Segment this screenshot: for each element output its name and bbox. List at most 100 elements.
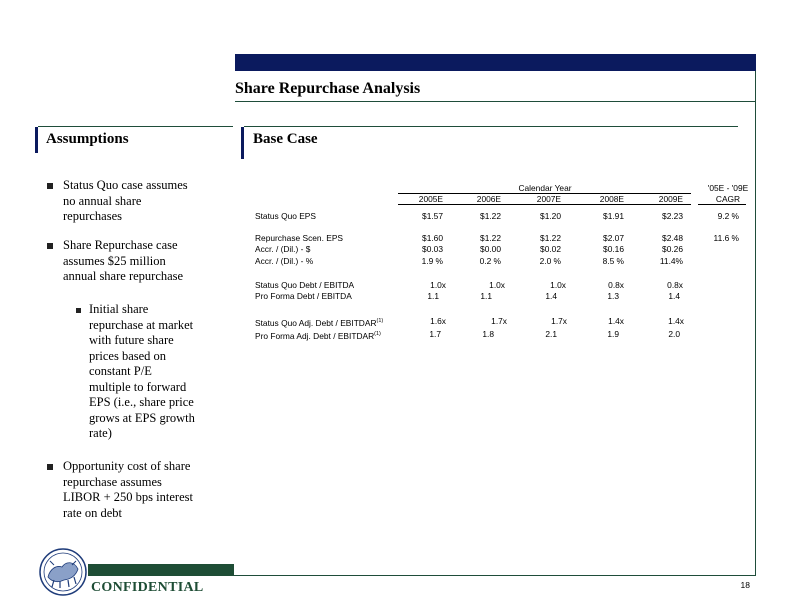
table-cell: $0.00: [480, 244, 501, 254]
header-bar: [235, 54, 756, 71]
assumption-bullet-line: assumes $25 million: [63, 253, 166, 268]
table-cell: $2.07: [603, 233, 624, 243]
row-label-text: Accr. / (Dil.) - %: [255, 256, 314, 266]
assumption-sub-bullet-line: repurchase at market: [89, 317, 194, 332]
assumptions-rule: [38, 126, 233, 127]
table-cell: 1.1: [427, 291, 439, 301]
title-underline: [235, 101, 755, 102]
table-cell: $2.48: [662, 233, 683, 243]
assumption-sub-bullet-line: rate): [89, 426, 112, 440]
assumptions-heading: Assumptions: [46, 131, 129, 147]
table-cell: 0.2 %: [479, 256, 501, 266]
table-row-label: Pro Forma Debt / EBITDA: [255, 291, 352, 301]
table-row-label: Accr. / (Dil.) - $: [255, 244, 310, 254]
table-cell: 1.0x: [489, 280, 505, 290]
assumption-bullet-line: Status Quo case assumes: [63, 178, 188, 192]
right-border-rule: [755, 71, 756, 575]
confidential-label: CONFIDENTIAL: [91, 580, 204, 595]
table-row-label: Status Quo Adj. Debt / EBITDAR(1): [255, 316, 383, 328]
table-row-label: Accr. / (Dil.) - %: [255, 256, 313, 266]
table-cell: 1.4: [668, 291, 680, 301]
cagr-cell: 11.6 %: [713, 233, 739, 243]
table-cell: $2.23: [662, 211, 683, 221]
years-underline: [398, 204, 691, 205]
assumptions-accent-bar: [35, 127, 38, 153]
assumption-bullet-line: LIBOR + 250 bps interest: [63, 490, 193, 504]
table-cell: 1.9: [607, 329, 619, 339]
table-cell: $1.22: [540, 233, 561, 243]
table-cell: 2.0: [668, 329, 680, 339]
table-row-label: Status Quo Debt / EBITDA: [255, 280, 354, 290]
bull-bear-logo-icon: [38, 547, 88, 597]
row-label-text: Status Quo Adj. Debt / EBITDAR: [255, 317, 377, 328]
base-case-accent-bar: [241, 127, 244, 159]
table-row-label: Status Quo EPS: [255, 211, 316, 221]
footnote-marker: (1): [374, 331, 381, 337]
table-cell: 1.1: [480, 291, 492, 301]
table-cell: $1.20: [540, 211, 561, 221]
table-cell: 2.0 %: [539, 256, 561, 266]
footnote-marker: (1): [376, 318, 384, 324]
table-cell: $0.02: [540, 244, 561, 254]
table-cell: 1.4: [545, 291, 557, 301]
base-case-heading: Base Case: [253, 131, 318, 147]
year-header: 2007E: [536, 194, 561, 204]
square-sub-bullet-icon: [76, 308, 81, 313]
assumption-bullet-line: rate on debt: [63, 505, 123, 520]
table-cell: 1.7x: [491, 316, 507, 326]
table-row-label: Repurchase Scen. EPS: [255, 233, 343, 243]
calendar-year-underline: [398, 193, 691, 194]
table-cell: 11.4%: [659, 256, 683, 266]
assumption-bullet-line: Share Repurchase case: [63, 238, 178, 252]
assumption-sub-bullet-line: multiple to forward: [89, 379, 187, 394]
page-title: Share Repurchase Analysis: [235, 80, 421, 97]
assumption-bullet-line: repurchases: [63, 209, 122, 223]
table-cell: 1.4x: [668, 316, 684, 326]
table-cell: 2.1: [545, 329, 557, 339]
cagr-label-1: '05E - '09E: [707, 183, 749, 193]
year-header: 2008E: [599, 194, 624, 204]
table-cell: 0.8x: [667, 280, 683, 290]
table-cell: $0.03: [422, 244, 443, 254]
square-bullet-icon: [47, 183, 53, 189]
bottom-border-rule: [234, 575, 756, 576]
table-cell: 1.8: [482, 329, 494, 339]
table-cell: 1.6x: [430, 316, 446, 326]
cagr-cell: 9.2 %: [717, 211, 739, 221]
table-cell: $0.26: [662, 244, 683, 254]
year-header: 2006E: [476, 194, 501, 204]
table-cell: $1.22: [480, 233, 501, 243]
assumption-sub-bullet-line: prices based on: [89, 348, 167, 363]
assumption-bullet-line: no annual share: [63, 193, 142, 208]
table-cell: 1.7x: [551, 316, 567, 326]
table-row-label: Pro Forma Adj. Debt / EBITDAR(1): [255, 329, 381, 341]
year-header: 2005E: [418, 194, 443, 204]
table-cell: $0.16: [603, 244, 624, 254]
table-cell: 1.0x: [430, 280, 446, 290]
table-cell: 1.7: [429, 329, 441, 339]
table-cell: 1.3: [607, 291, 619, 301]
footer-accent-block: [88, 564, 234, 576]
cagr-underline: [698, 204, 746, 205]
year-header: 2009E: [658, 194, 683, 204]
table-cell: $1.91: [603, 211, 624, 221]
table-cell: 8.5 %: [602, 256, 624, 266]
row-label-text: Status Quo EPS: [255, 211, 316, 221]
table-cell: 1.9 %: [421, 256, 443, 266]
row-label-text: Pro Forma Adj. Debt / EBITDAR: [255, 330, 375, 341]
assumption-bullet-line: Opportunity cost of share: [63, 459, 191, 473]
table-cell: $1.57: [422, 211, 443, 221]
cagr-label-2: CAGR: [715, 194, 741, 204]
assumption-sub-bullet-line: constant P/E: [89, 364, 152, 378]
page-number: 18: [740, 580, 750, 590]
square-bullet-icon: [47, 243, 53, 249]
assumption-bullet-line: repurchase assumes: [63, 474, 162, 489]
assumption-sub-bullet-line: grows at EPS growth: [89, 410, 195, 425]
assumption-bullet-line: annual share repurchase: [63, 269, 184, 283]
row-label-text: Repurchase Scen. EPS: [255, 233, 343, 243]
calendar-year-label: Calendar Year: [518, 183, 572, 193]
table-cell: 0.8x: [608, 280, 624, 290]
base-case-rule: [244, 126, 738, 127]
assumption-sub-bullet-line: with future share: [89, 333, 174, 347]
square-bullet-icon: [47, 464, 53, 470]
